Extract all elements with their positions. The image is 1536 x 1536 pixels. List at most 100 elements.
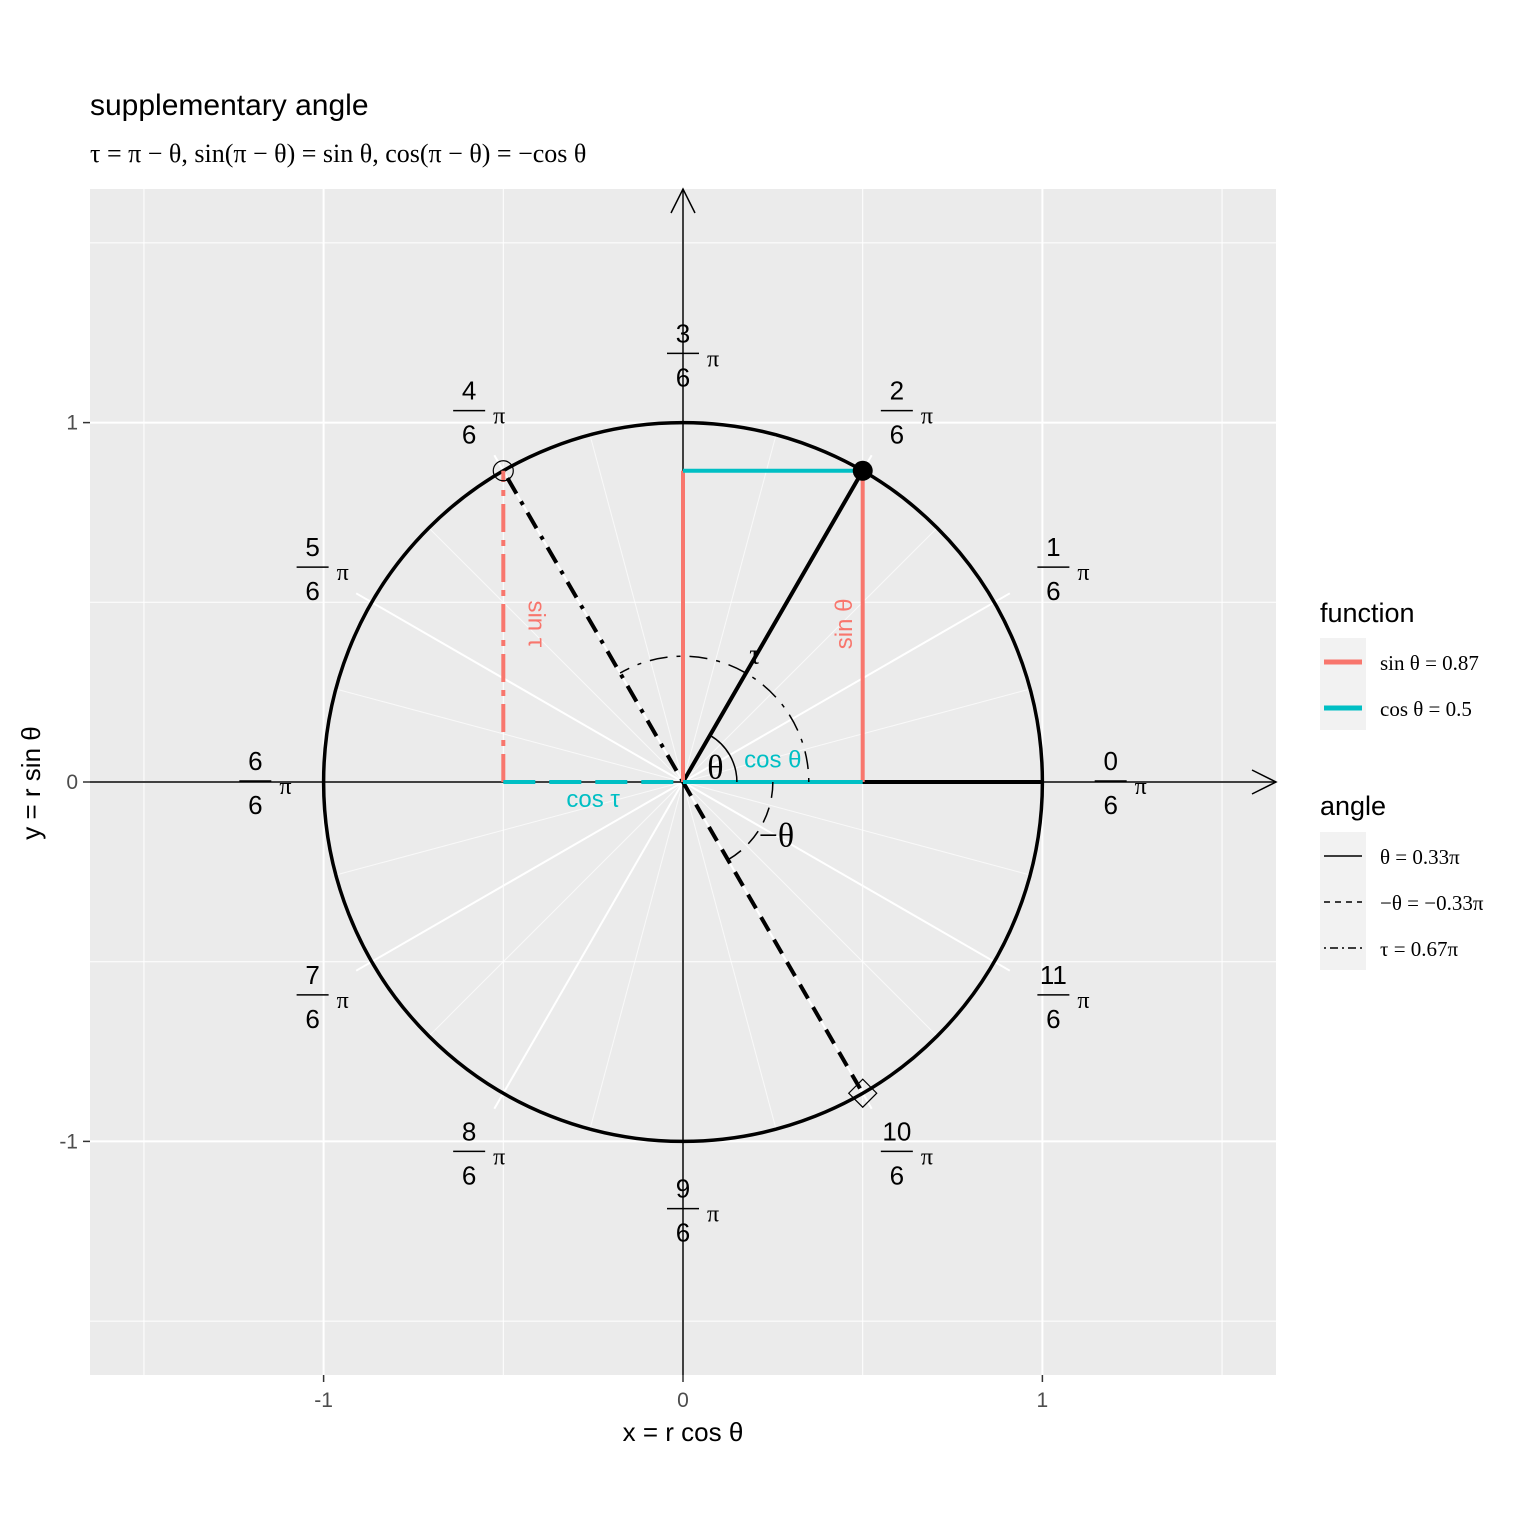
angle-tick-denominator: 6 (676, 1218, 690, 1248)
y-tick-label: 1 (66, 412, 78, 435)
angle-spoke (682, 434, 777, 783)
x-axis-arrowhead (1251, 769, 1278, 795)
angle-tick-denominator: 6 (890, 420, 904, 450)
pi-symbol: π (279, 774, 291, 800)
sin-theta-label: sin θ (831, 599, 858, 650)
angle-ray-dotdash (501, 469, 685, 784)
angle-tick-numerator: 4 (462, 376, 476, 406)
angle-tick-numerator: 11 (1040, 960, 1067, 990)
pi-symbol: π (1077, 988, 1089, 1014)
angle-tick-label: 11 6π (1037, 960, 1090, 1034)
pi-symbol: π (337, 988, 349, 1014)
pi-symbol: π (707, 1202, 719, 1228)
angle-spoke (682, 592, 1011, 783)
angle-tick-numerator: 1 (1046, 532, 1060, 562)
tau-label: τ (749, 639, 760, 670)
theta-point-marker (852, 460, 873, 481)
pi-symbol: π (707, 346, 719, 372)
angle-tick-numerator: 6 (248, 746, 262, 776)
legend: function sin θ = 0.87 cos θ = 0.5 angle θ = … (1320, 598, 1484, 970)
angle-tick-numerator: 10 (882, 1116, 911, 1146)
y-tick-label: -1 (59, 1130, 78, 1153)
angle-tick-numerator: 8 (462, 1116, 476, 1146)
legend-item-label: cos θ = 0.5 (1380, 697, 1472, 721)
y-axis-arrowhead (670, 187, 696, 214)
angle-tick-denominator: 6 (305, 576, 319, 606)
angle-spoke (682, 781, 777, 1130)
angle-tick-label: 6 6π (239, 746, 291, 820)
angle-tick-numerator: 3 (676, 318, 690, 348)
neg-theta-arc (727, 781, 774, 861)
tau-point-marker (492, 460, 514, 482)
angle-spoke (493, 781, 684, 1110)
tau-arc (619, 655, 810, 783)
angle-tick-label: 1 6π (1037, 532, 1090, 606)
pi-symbol: π (1077, 560, 1089, 586)
legend-item-label: sin θ = 0.87 (1380, 651, 1479, 675)
angle-tick-label: 3 6π (667, 318, 719, 392)
sin-tau-label: sin τ (522, 600, 549, 647)
legend-key-background (1320, 638, 1366, 730)
legend-item-label: τ = 0.67π (1380, 937, 1459, 961)
angle-spoke (335, 688, 684, 783)
angle-ray-dashed (681, 780, 865, 1095)
angle-tick-numerator: 2 (890, 376, 904, 406)
x-tick-label: -1 (314, 1389, 333, 1412)
legend-function-title: function (1320, 598, 1415, 628)
y-tick-label: 0 (66, 771, 78, 794)
angle-spoke (355, 592, 684, 783)
angle-spoke (589, 434, 684, 783)
angle-tick-label: 10 6π (880, 1116, 933, 1190)
pi-symbol: π (921, 404, 933, 430)
angle-spoke (682, 781, 1011, 972)
cos-tau-label: cos τ (566, 786, 620, 813)
data-marks (492, 460, 1043, 1109)
angle-spoke (682, 688, 1031, 783)
angle-tick-denominator: 6 (890, 1160, 904, 1190)
angle-spoke (428, 781, 684, 1037)
angle-spoke (682, 527, 938, 783)
cos-theta-label: cos θ (744, 747, 801, 774)
pi-symbol: π (1135, 774, 1147, 800)
angle-tick-denominator: 6 (676, 362, 690, 392)
x-axis-label: x = r cos θ (623, 1417, 744, 1447)
angle-tick-denominator: 6 (248, 790, 262, 820)
angle-ray-solid (681, 469, 865, 784)
angle-tick-numerator: 5 (305, 532, 319, 562)
angle-spoke (428, 527, 684, 783)
x-tick-label: 0 (677, 1389, 689, 1412)
angle-tick-label: 5 6π (296, 532, 349, 606)
y-axis-label: y = r sin θ (16, 726, 46, 839)
angle-tick-label: 0 6π (1094, 746, 1147, 820)
angle-spoke (589, 781, 684, 1130)
angle-tick-denominator: 6 (305, 1004, 319, 1034)
chart-title: supplementary angle (90, 89, 369, 122)
annotations: sin θ sin τ cos θ cos τ θ −θ τ (522, 599, 857, 855)
angle-tick-denominator: 6 (1046, 576, 1060, 606)
legend-key-background (1320, 832, 1366, 970)
pi-symbol: π (337, 560, 349, 586)
angle-tick-label: 9 6π (667, 1174, 719, 1248)
angle-spoke (682, 781, 1031, 876)
pi-symbol: π (493, 1144, 505, 1170)
angle-spoke (355, 781, 684, 972)
angle-tick-denominator: 6 (462, 420, 476, 450)
axis-ticks: -1 0 1 -1 0 1 (59, 412, 1048, 1412)
angle-tick-label: 7 6π (296, 960, 349, 1034)
theta-label: θ (707, 749, 723, 786)
angle-spoke (682, 781, 938, 1037)
angle-spoke (335, 781, 684, 876)
angle-tick-numerator: 7 (305, 960, 319, 990)
neg-theta-label: −θ (759, 818, 794, 855)
angle-tick-numerator: 9 (676, 1174, 690, 1204)
legend-item-label: −θ = −0.33π (1380, 891, 1484, 915)
angle-tick-numerator: 0 (1103, 746, 1117, 776)
theta-arc (709, 734, 738, 783)
angle-tick-label: 2 6π (880, 376, 933, 450)
neg-theta-point-marker (847, 1078, 878, 1109)
angle-tick-denominator: 6 (462, 1160, 476, 1190)
chart-subtitle: τ = π − θ, sin(π − θ) = sin θ, cos(π − θ… (90, 139, 586, 168)
legend-angle-title: angle (1320, 791, 1386, 821)
angle-tick-denominator: 6 (1103, 790, 1117, 820)
